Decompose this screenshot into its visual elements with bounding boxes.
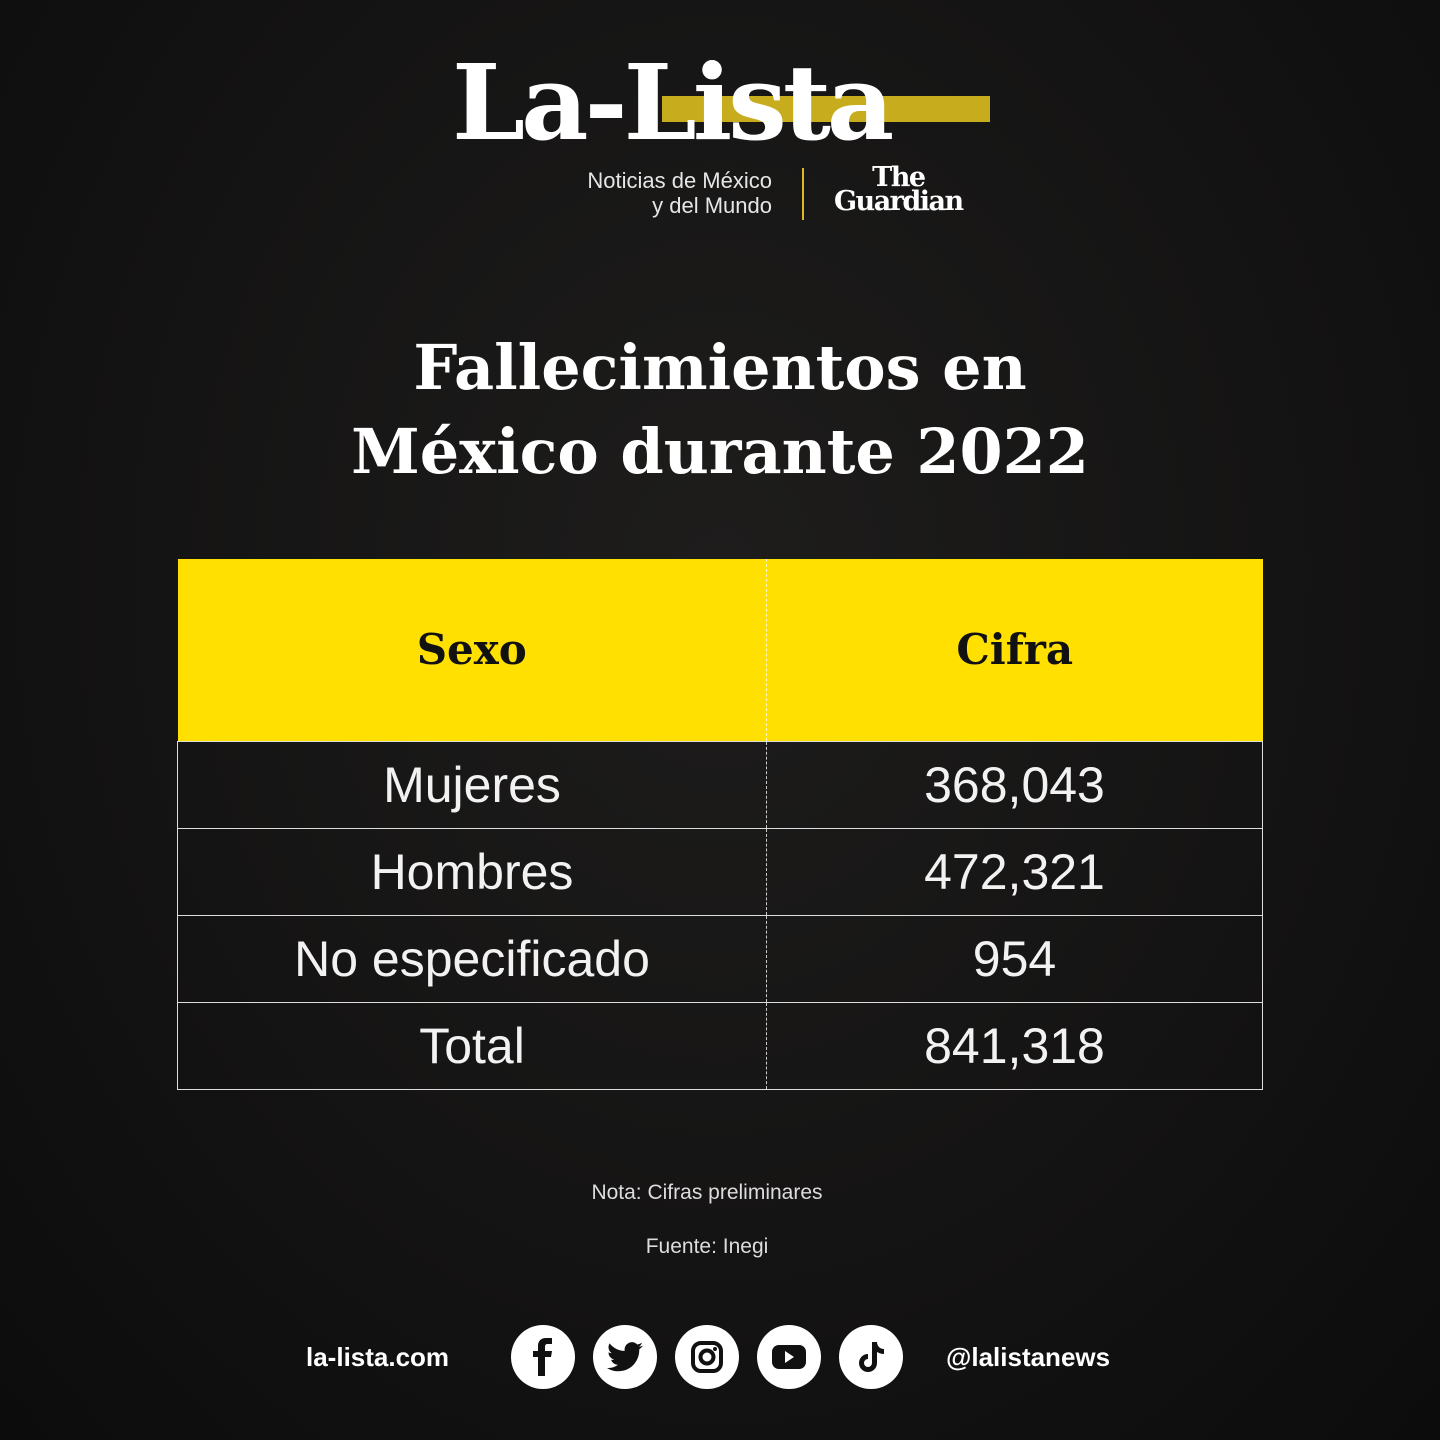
title-line-1: Fallecimientos en bbox=[413, 331, 1027, 404]
table-header: Sexo Cifra bbox=[177, 559, 1263, 741]
tagline-line-2: y del Mundo bbox=[652, 193, 772, 218]
deaths-table: Sexo Cifra Mujeres 368,043 Hombres 472,321… bbox=[177, 559, 1263, 1090]
header-sexo: Sexo bbox=[177, 559, 767, 741]
website-link[interactable]: la-lista.com bbox=[306, 1341, 450, 1372]
source: Fuente: Inegi bbox=[645, 1235, 769, 1258]
table-row: Total 841,318 bbox=[177, 1001, 1263, 1089]
row-label: Hombres bbox=[177, 827, 767, 915]
social-icons bbox=[511, 1325, 903, 1389]
row-label: No especificado bbox=[177, 914, 767, 1002]
instagram-icon[interactable] bbox=[675, 1325, 739, 1389]
twitter-icon[interactable] bbox=[593, 1325, 657, 1389]
title-line-2: México durante 2022 bbox=[351, 415, 1089, 488]
table-row: Hombres 472,321 bbox=[177, 827, 1263, 915]
row-label: Mujeres bbox=[177, 740, 767, 828]
logo-text: La-Lista bbox=[452, 41, 894, 164]
row-value: 841,318 bbox=[766, 1001, 1263, 1089]
row-value: 954 bbox=[766, 914, 1263, 1002]
la-lista-logo: La-Lista bbox=[452, 48, 992, 158]
header-cifra: Cifra bbox=[766, 559, 1263, 741]
row-value: 472,321 bbox=[766, 827, 1263, 915]
note: Nota: Cifras preliminares bbox=[591, 1181, 823, 1204]
table-row: Mujeres 368,043 bbox=[177, 740, 1263, 828]
guardian-the: The bbox=[872, 162, 926, 193]
table-row: No especificado 954 bbox=[177, 914, 1263, 1002]
tiktok-icon[interactable] bbox=[839, 1325, 903, 1389]
facebook-icon[interactable] bbox=[511, 1325, 575, 1389]
row-value: 368,043 bbox=[766, 740, 1263, 828]
divider bbox=[802, 168, 804, 220]
tagline-line-1: Noticias de México bbox=[587, 168, 772, 193]
page-title: Fallecimientos en México durante 2022 bbox=[0, 326, 1440, 494]
youtube-icon[interactable] bbox=[757, 1325, 821, 1389]
guardian-name: Guardian bbox=[834, 186, 964, 217]
tagline: Noticias de México y del Mundo bbox=[520, 168, 772, 218]
social-handle[interactable]: @lalistanews bbox=[946, 1341, 1111, 1372]
guardian-logo: The Guardian bbox=[834, 162, 964, 217]
row-label: Total bbox=[177, 1001, 767, 1089]
logo-highlight bbox=[662, 96, 990, 122]
